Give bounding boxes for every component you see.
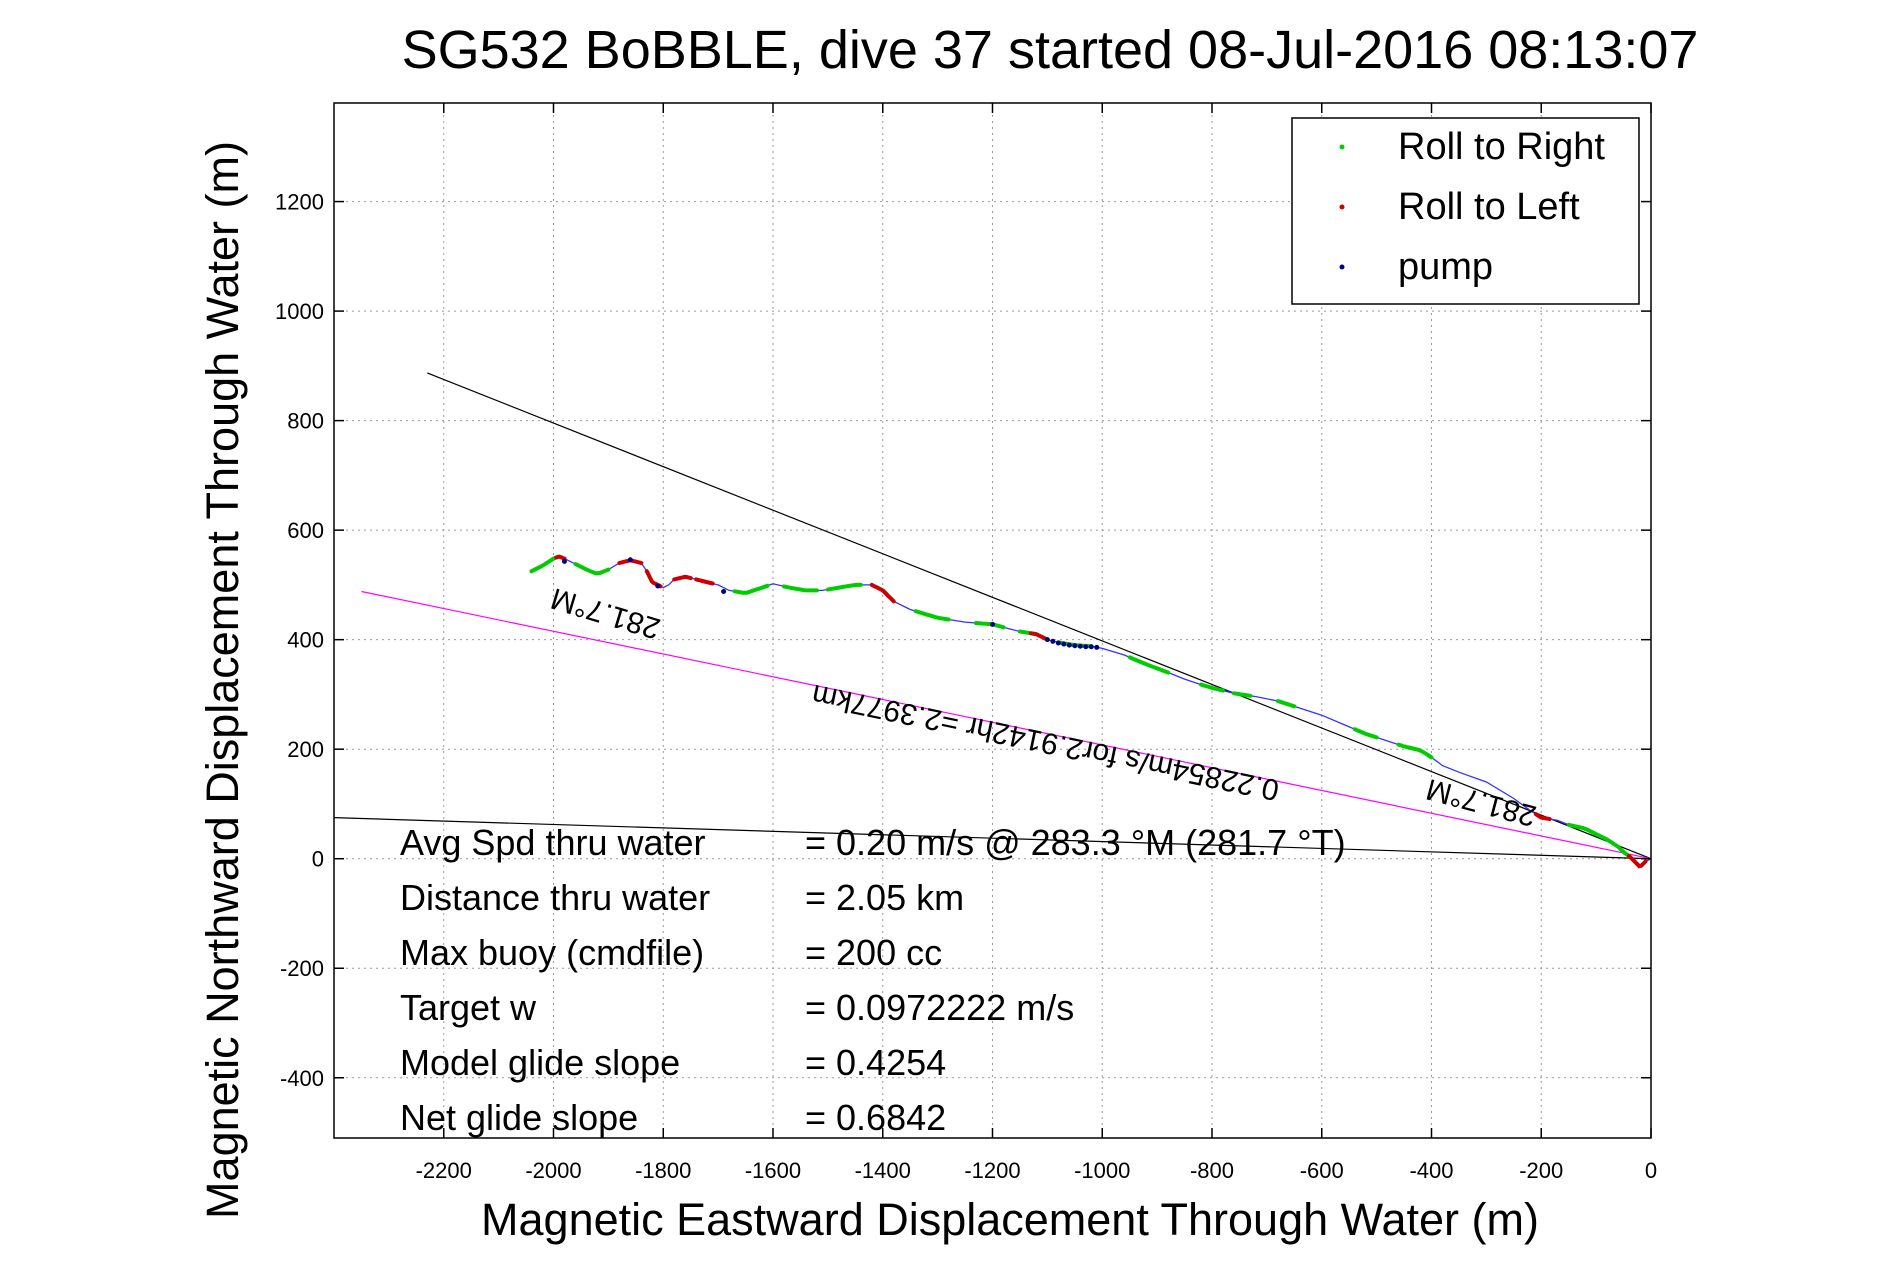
pump-point (1055, 640, 1061, 646)
roll-right-segment (1396, 742, 1434, 760)
roll-right-segment (1127, 655, 1171, 675)
legend-label: Roll to Left (1398, 186, 1580, 228)
pump-point (1083, 644, 1089, 650)
reference-line (361, 590, 1652, 860)
stat-label: Target w (400, 987, 537, 1028)
pump-point (1094, 644, 1100, 650)
x-tick-label: -400 (1409, 1158, 1453, 1183)
y-tick-label: -200 (280, 956, 324, 981)
pump-point (1050, 638, 1056, 644)
x-tick-label: -1600 (745, 1158, 801, 1183)
y-tick-label: 1000 (275, 299, 324, 324)
pump-point (627, 557, 633, 563)
roll-left-segment (1533, 812, 1552, 821)
roll-right-segment (529, 555, 559, 574)
dive-statistics: Avg Spd thru water = 0.20 m/s @ 283.3 °M … (400, 822, 1346, 1138)
stat-value: = 0.0972222 m/s (805, 987, 1074, 1028)
roll-right-segment (732, 583, 770, 595)
reference-lines (333, 372, 1652, 860)
y-tick-label: 600 (287, 518, 324, 543)
stat-label: Distance thru water (400, 877, 710, 918)
pump-point (990, 621, 995, 627)
x-tick-label: -1800 (635, 1158, 691, 1183)
roll-right-segment (913, 609, 951, 622)
roll-right-segment (1566, 822, 1610, 842)
pump-point (1072, 643, 1078, 649)
x-tick-label: -200 (1519, 1158, 1563, 1183)
x-tick-label: -1400 (855, 1158, 911, 1183)
roll-right-segment (573, 562, 611, 576)
roll-right-segment (1199, 682, 1225, 693)
pump-points (561, 557, 1100, 650)
x-tick-label: 0 (1645, 1158, 1657, 1183)
pump-point (655, 583, 661, 589)
stat-value: = 0.4254 (805, 1042, 946, 1083)
roll-left-segment (869, 582, 896, 604)
stat-label: Max buoy (cmdfile) (400, 932, 704, 973)
legend-label: Roll to Right (1398, 126, 1605, 168)
roll-right-segment (1605, 837, 1631, 858)
stat-value: = 2.05 km (805, 877, 964, 918)
roll-right-segment (1275, 699, 1297, 709)
pump-point (1077, 643, 1083, 649)
stat-label: Model glide slope (400, 1042, 680, 1083)
roll-left-segment (554, 554, 567, 561)
x-tick-label: -800 (1190, 1158, 1234, 1183)
legend-box (1291, 117, 1640, 305)
roll-segments (529, 554, 1648, 869)
legend-marker (1339, 144, 1345, 150)
pump-point (1061, 641, 1067, 647)
y-tick-label: 1200 (275, 190, 324, 215)
legend-label: pump (1398, 246, 1493, 288)
x-tick-label: -1200 (964, 1158, 1020, 1183)
roll-right-segment (1352, 727, 1379, 740)
stat-label: Avg Spd thru water (400, 822, 706, 863)
pump-point (1044, 637, 1050, 643)
stat-value: = 200 cc (805, 932, 942, 973)
pump-point (561, 558, 567, 564)
roll-right-segment (1232, 691, 1253, 698)
x-tick-label: -2200 (416, 1158, 472, 1183)
pump-point (1066, 642, 1072, 648)
x-tick-label: -1000 (1074, 1158, 1130, 1183)
stat-label: Net glide slope (400, 1097, 638, 1138)
chart-title: SG532 BoBBLE, dive 37 started 08-Jul-201… (402, 20, 1699, 80)
y-axis-label: Magnetic Northward Displacement Through … (197, 141, 248, 1219)
y-tick-label: 0 (312, 847, 324, 872)
pump-point (721, 588, 727, 594)
legend-marker (1339, 204, 1345, 210)
y-tick-label: -400 (280, 1066, 324, 1091)
roll-right-segment (825, 582, 863, 592)
roll-right-segment (782, 584, 819, 593)
roll-right-segment (974, 621, 1006, 630)
roll-left-segment (1028, 631, 1050, 642)
legend-marker (1339, 264, 1345, 270)
track-annotation: 281.7°M (547, 581, 664, 645)
roll-left-segment (672, 574, 693, 582)
x-tick-label: -2000 (525, 1158, 581, 1183)
roll-left-segment (1627, 854, 1648, 869)
reference-line (333, 817, 1652, 860)
stat-value: = 0.20 m/s @ 283.3 °M (281.7 °T) (805, 822, 1346, 863)
y-tick-label: 800 (287, 409, 324, 434)
stat-value: = 0.6842 (805, 1097, 946, 1138)
legend: Roll to Right Roll to Left pump (1291, 117, 1640, 305)
x-axis-label: Magnetic Eastward Displacement Through W… (481, 1194, 1539, 1245)
pump-point (1088, 644, 1094, 650)
y-tick-label: 200 (287, 737, 324, 762)
track-annotation: 0.22854m/s for2.9142hr =2.3977km (809, 678, 1282, 807)
reference-line (427, 372, 1652, 860)
x-tick-label: -600 (1300, 1158, 1344, 1183)
roll-left-segment (694, 577, 715, 586)
axis-ticks: -2200 -2000 -1800 -1600 -1400 -1200 -1000 -800-… (275, 103, 1657, 1183)
y-tick-label: 400 (287, 628, 324, 653)
